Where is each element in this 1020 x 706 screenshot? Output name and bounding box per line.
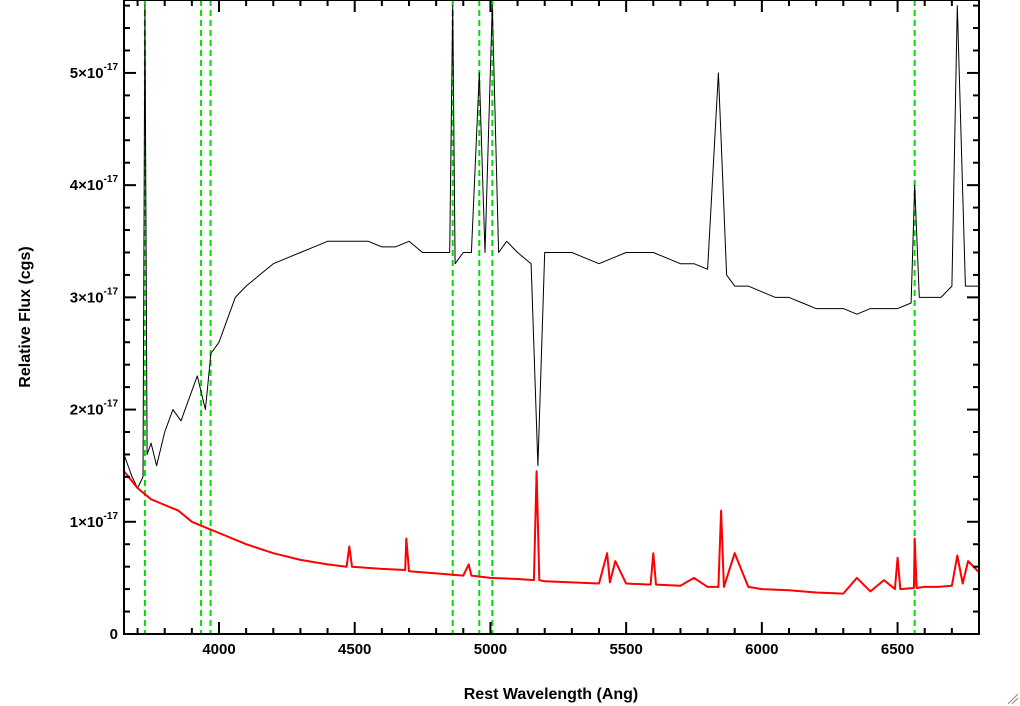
y-axis-title: Relative Flux (cgs) [17,246,34,387]
y-tick-label: 1×10-17 [70,511,119,531]
plot-frame [123,0,980,635]
x-tick-label: 4500 [338,641,371,658]
resize-grip-icon[interactable] [1007,693,1019,705]
x-axis-title: Rest Wavelength (Ang) [464,686,639,703]
y-tick-label: 5×10-17 [70,62,119,82]
series-spectrum-black [124,5,979,489]
x-tick-label: 6500 [881,641,914,658]
x-tick-label: 5000 [474,641,507,658]
x-tick-label: 6000 [745,641,778,658]
y-tick-label: 2×10-17 [70,399,119,419]
y-axis-ticks: 0 1×10-17 2×10-17 3×10-17 4×10-17 5×10-17 [70,4,979,643]
x-tick-label: 4000 [202,641,235,658]
x-axis-ticks: 4000 4500 5000 5500 6000 6500 [136,0,980,658]
y-tick-label: 0 [110,626,118,643]
x-tick-label: 5500 [609,641,642,658]
y-tick-label: 4×10-17 [70,174,119,194]
series-spectrum-red [124,470,979,595]
spectrum-series [124,5,979,595]
vertical-marker-lines [143,0,916,634]
plot-axes [123,0,980,635]
y-tick-label: 3×10-17 [70,286,119,306]
